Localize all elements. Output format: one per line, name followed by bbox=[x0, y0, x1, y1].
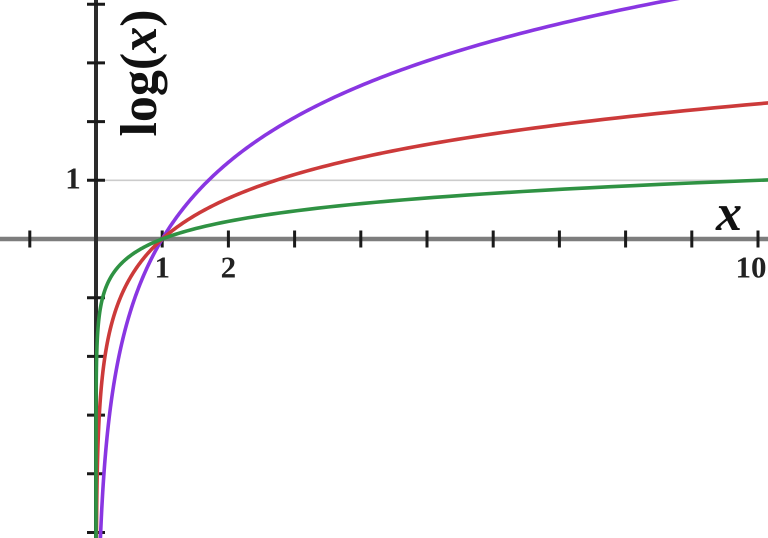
y-tick-label-1: 1 bbox=[65, 160, 81, 196]
curve-log-base-1.7 bbox=[98, 0, 680, 538]
x-tick-label-10: 10 bbox=[735, 249, 767, 285]
y-axis-label-variable: x bbox=[111, 26, 168, 53]
x-tick-label-2: 2 bbox=[220, 249, 237, 285]
curve-log-base-2.718281828 bbox=[94, 101, 768, 538]
curve-log-base-10 bbox=[94, 178, 768, 538]
y-axis-label: log(x) bbox=[111, 9, 168, 137]
x-axis-label: x bbox=[716, 185, 742, 242]
y-axis-label-prefix: log( bbox=[111, 52, 168, 137]
x-tick-label-1: 1 bbox=[154, 249, 170, 285]
y-axis-label-suffix: ) bbox=[111, 9, 168, 27]
